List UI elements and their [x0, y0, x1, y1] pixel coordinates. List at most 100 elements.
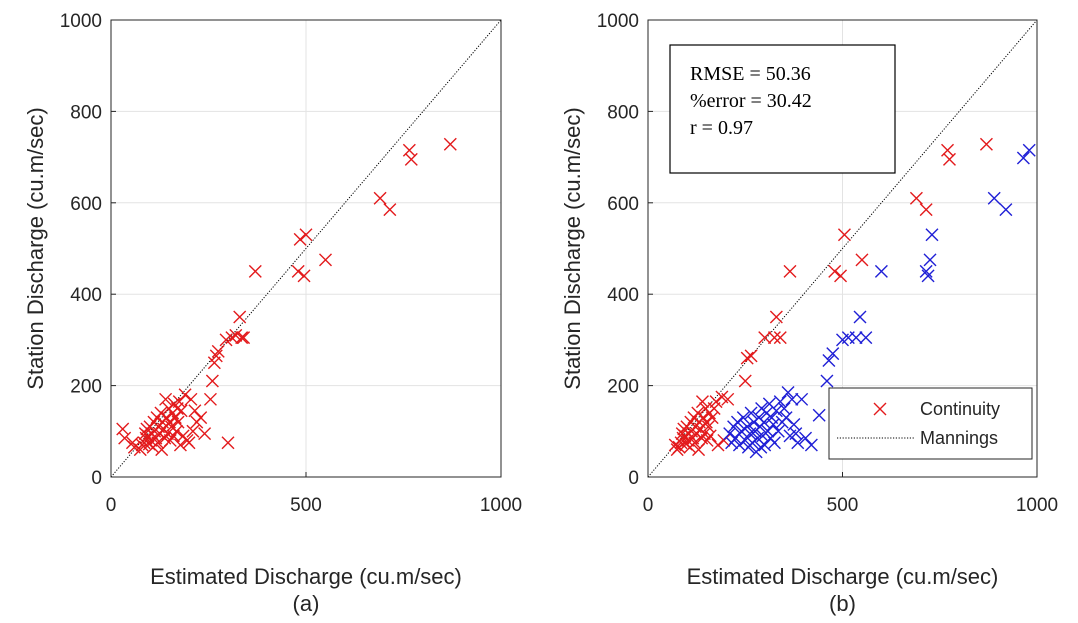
panel-a-series-0-point-66 [237, 331, 251, 345]
panel-b-series-0-point-54 [919, 203, 933, 217]
panel-b-series-1-point-50 [826, 347, 840, 361]
panel-b-series-0-point-50 [834, 269, 848, 283]
panel-a-series-0-point-55 [203, 392, 217, 406]
panel-a-series-0-point-46 [178, 388, 192, 402]
panel-b-series-1-point-24 [758, 438, 772, 452]
panel-b-series-1-point-5 [732, 438, 746, 452]
panel-b-series-0-point-29 [699, 415, 713, 429]
legend-x-marker [873, 402, 887, 416]
panel-a-reference-line [110, 19, 502, 478]
panel-a-y-tick-label-1: 200 [70, 377, 102, 398]
legend-label-mannings: Mannings [920, 428, 998, 448]
stats-box-frame [669, 44, 896, 174]
panel-b-y-tick-label-3: 600 [607, 194, 639, 215]
panel-b-ticks: 0 500 1000 0 200 400 600 800 1000 [597, 11, 1058, 516]
panel-a-series-0-point-70 [297, 269, 311, 283]
panel-a-label: (a) [293, 591, 320, 616]
panel-b-series-0-point-34 [705, 411, 719, 425]
panel-a-series-0-point-67 [248, 264, 262, 278]
panel-a-series-0-point-28 [159, 392, 173, 406]
panel-b-series-1-point-44 [795, 392, 809, 406]
panel-b-series-1-point-4 [730, 415, 744, 429]
panel-b-series-0-point-55 [941, 143, 955, 157]
panel-b-series-1-point-49 [822, 353, 836, 367]
panel-b-series-1-point-48 [820, 374, 834, 388]
panel-b-series-1-point-54 [853, 310, 867, 324]
panel-a-series-0-point-0 [116, 422, 130, 436]
panel-a-series-0-point-73 [373, 191, 387, 205]
panel-b-x-axis-label: Estimated Discharge (cu.m/sec) [687, 564, 999, 589]
panel-a-y-tick-label-2: 400 [70, 285, 102, 306]
panel-b-series-1-point-7 [736, 411, 750, 425]
panel-b-series-1-point-40 [785, 392, 799, 406]
panel-a-series-0-point-64 [233, 310, 247, 324]
panel-b-x-tick-label-0: 0 [643, 495, 654, 516]
panel-b-series-1-point-33 [771, 424, 785, 438]
panel-a-series-0-point-76 [404, 152, 418, 166]
panel-a-y-axis-label: Station Discharge (cu.m/sec) [23, 107, 48, 389]
panel-a-x-axis-label: Estimated Discharge (cu.m/sec) [150, 564, 462, 589]
panel-a-series-0-point-77 [443, 137, 457, 151]
panel-b-series [668, 137, 1036, 459]
panel-a-series-0-point-51 [188, 404, 202, 418]
panel-a-series-0-point-50 [186, 424, 200, 438]
panel-b-series-1-point-45 [799, 431, 813, 445]
panel-b-series-1-point-53 [849, 331, 863, 345]
panel-a-series-0-point-41 [171, 415, 185, 429]
panel-b-series-0-point-36 [709, 395, 723, 409]
panel-a-y-tick-label-0: 0 [91, 468, 102, 489]
panel-b-series-1-point-23 [757, 415, 771, 429]
panel-b-y-axis-label: Station Discharge (cu.m/sec) [560, 107, 585, 389]
panel-a-y-tick-label-3: 600 [70, 194, 102, 215]
panel-b-y-tick-label-5: 1000 [597, 11, 639, 32]
panel-b-series-1-point-56 [874, 264, 888, 278]
panel-b-series-0-point-37 [711, 438, 725, 452]
panel-b-series-1-point-36 [777, 401, 791, 415]
panel-b-series-1-point-59 [923, 253, 937, 267]
panel-a-series-0-point-71 [299, 228, 313, 242]
panel-b-series-1-point-3 [729, 431, 743, 445]
panel-b-series-1-point-61 [987, 191, 1001, 205]
panel-b-series-1-point-41 [787, 417, 801, 431]
panel-b-series-1-point-26 [761, 424, 775, 438]
panel-a-series-0-point-59 [211, 344, 225, 358]
panel-b-series-1-point-47 [812, 408, 826, 422]
panel-a-reference-line-group [110, 19, 502, 478]
panel-b-series-0-point-44 [758, 331, 772, 345]
legend-marker-continuity [873, 402, 887, 416]
panel-b-y-tick-label-0: 0 [628, 468, 639, 489]
panel-b-series-0-point-41 [738, 374, 752, 388]
panel-a-x-tick-label-2: 1000 [480, 495, 522, 516]
panel-a-series [116, 137, 457, 457]
panel-b-series-1-point-60 [925, 228, 939, 242]
panel-b-series-1-point-9 [740, 420, 754, 434]
legend: Continuity Mannings [828, 387, 1033, 460]
panel-b-series-0-point-51 [837, 228, 851, 242]
panel-b-label: (b) [829, 591, 856, 616]
panel-a-series-0-point-43 [173, 438, 187, 452]
panel-b-y-tick-label-4: 800 [607, 102, 639, 123]
panel-b-x-tick-label-2: 1000 [1016, 495, 1058, 516]
panel-b-series-0-point-52 [855, 253, 869, 267]
panel-b-series-0-point-42 [740, 351, 754, 365]
panel-a-series-0-point-75 [402, 143, 416, 157]
panel-a-x-tick-label-1: 500 [290, 495, 322, 516]
stats-percent-error: %error = 30.42 [690, 90, 812, 112]
panel-b-series-1-point-30 [766, 417, 780, 431]
panel-a-series-0-point-48 [182, 436, 196, 450]
panel-b-series-1-point-31 [767, 436, 781, 450]
panel-b-series-1-point-46 [804, 438, 818, 452]
panel-b-series-1-point-55 [859, 331, 873, 345]
panel-b-series-1-point-58 [921, 269, 935, 283]
panel-a: 0 500 1000 0 200 400 600 800 1000 Estimated Disc… [23, 11, 522, 616]
panel-b-series-0-point-39 [717, 433, 731, 447]
panel-a-y-tick-label-4: 800 [70, 102, 102, 123]
panel-a-y-tick-label-5: 1000 [60, 11, 102, 32]
panel-a-series-0-point-62 [225, 331, 239, 345]
panel-b-series-1-point-63 [1016, 151, 1030, 165]
stats-rmse: RMSE = 50.36 [690, 63, 811, 85]
panel-a-series-0-point-69 [293, 232, 307, 246]
panel-a-series-0-point-49 [184, 392, 198, 406]
panel-a-series-0-point-56 [205, 374, 219, 388]
panel-b: 0 500 1000 0 200 400 600 800 1000 Estimated Disc… [560, 11, 1058, 616]
